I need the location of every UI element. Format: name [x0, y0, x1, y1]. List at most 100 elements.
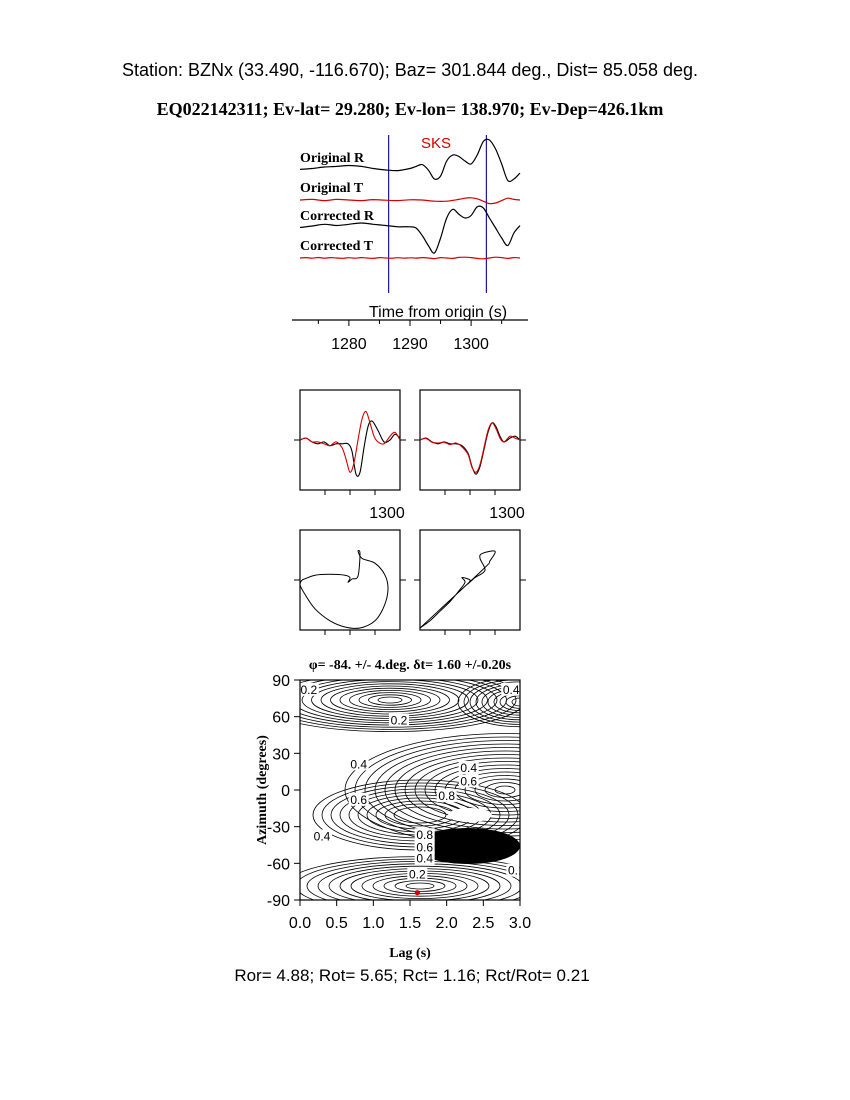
overlay-corrected-box: 1300 [419, 389, 525, 522]
contour-line [339, 687, 441, 713]
contour-line [493, 690, 520, 714]
contour-label-bg [506, 863, 520, 877]
contour-line [328, 865, 512, 900]
trace-original-t [299, 197, 521, 205]
azimuth-tick-label: -60 [267, 856, 290, 873]
lag-tick-label: 2.0 [436, 915, 458, 932]
particle-motion-original-path [299, 550, 389, 629]
label-corrected-t: Corrected T [300, 239, 374, 254]
contour-line [404, 754, 520, 826]
contour-label-bg [389, 713, 409, 727]
azimuth-tick-label: 30 [272, 746, 290, 763]
contour-label-bg [348, 757, 369, 771]
contour-label-bg [348, 792, 369, 806]
contour-label-bg [458, 761, 479, 774]
contour-line [393, 806, 447, 824]
waveform-panel: SKS Original R Original T Corrected R Co… [292, 135, 528, 353]
azimuth-tick-label: -30 [267, 820, 290, 837]
grid-search-panel: φ= -84. +/- 4.deg. δt= 1.60 +/-0.20s 0.2… [255, 658, 531, 961]
contour-line [484, 782, 520, 798]
contour-label-bg [407, 867, 428, 881]
contour-label-bg [458, 774, 479, 788]
particle-motion-corrected-path [419, 550, 496, 629]
contour-island [448, 808, 492, 822]
contour-field: 0.20.20.40.4 0.40.60.6 0.80.4 0.80.60.40.2 0… [300, 680, 525, 900]
best-fit-marker [414, 890, 420, 896]
overlay-corrected-transverse [419, 422, 521, 473]
lag-tick-label: 1.5 [399, 915, 421, 932]
high-misfit-region [416, 828, 520, 864]
contour-line [487, 688, 520, 716]
contour-line [394, 880, 446, 892]
particle-motion-corrected-box [419, 529, 521, 631]
contour-line [300, 680, 520, 732]
grid-search-title: φ= -84. +/- 4.deg. δt= 1.60 +/-0.20s [309, 658, 512, 673]
overlay-original-box: 1300 [299, 389, 405, 522]
overlay-original-frame [299, 389, 401, 491]
time-tick-label: 1300 [453, 336, 489, 353]
label-corrected-r: Corrected R [300, 209, 375, 224]
lag-axis-label: Lag (s) [389, 946, 431, 961]
contour-line [474, 778, 520, 802]
contour-line [511, 697, 520, 707]
azimuth-tick-label: 60 [272, 710, 290, 727]
contour-label: 0.4 [460, 761, 477, 775]
lag-tick-label: 1.0 [362, 915, 384, 932]
ratios-summary: Ror= 4.88; Rot= 5.65; Rct= 1.16; Rct/Rot… [234, 966, 589, 985]
contour-label: 0.2 [409, 867, 426, 881]
station-info: Station: BZNx (33.490, -116.670); Baz= 3… [122, 60, 698, 80]
particle-motion-original-box [299, 529, 401, 631]
contour-label: 0.6 [416, 840, 433, 854]
azimuth-tick-label: -90 [267, 893, 290, 910]
contour-line [481, 686, 520, 718]
contour-label-bg [501, 682, 520, 696]
contour-line [457, 680, 520, 728]
contour-label-bg [300, 682, 319, 696]
contour-line [424, 761, 520, 819]
contour-line [463, 680, 520, 725]
overlay-corrected-frame [419, 389, 521, 491]
contour-line [505, 695, 520, 709]
contour-label: 0.1 [508, 864, 525, 878]
lag-tick-label: 0.0 [289, 915, 311, 932]
contour-label: 0.8 [416, 828, 433, 842]
contour-line [499, 693, 520, 711]
azimuth-tick-label: 0 [281, 783, 290, 800]
label-original-t: Original T [300, 181, 364, 196]
contour-label: 0.2 [300, 683, 317, 697]
contour-label-bg [312, 829, 332, 843]
contour-line [434, 764, 520, 816]
trace-corrected-r [299, 205, 521, 254]
lag-tick-label: 3.0 [509, 915, 531, 932]
azimuth-axis-label: Azimuth (degrees) [255, 735, 270, 845]
contour-label-bg [414, 851, 435, 865]
contour-line [377, 696, 403, 704]
azimuth-tick-label: 90 [272, 673, 290, 690]
contour-line [358, 692, 422, 708]
lag-tick-label: 0.5 [326, 915, 348, 932]
contour-label: 0.6 [350, 793, 367, 807]
contour-label: 0.4 [350, 757, 367, 771]
label-original-r: Original R [300, 151, 365, 166]
time-tick-label: 1290 [392, 336, 428, 353]
contour-label-bg [414, 828, 435, 842]
grid-search-axes: 0.0 0.5 1.0 1.5 2.0 2.5 3.0 90 60 30 0 -30 -60 -90 [267, 673, 531, 932]
contour-line [414, 757, 520, 823]
particle-motion-original-frame [299, 529, 401, 631]
contour-label: 0.4 [314, 829, 331, 843]
contour-label: 0.6 [460, 774, 477, 788]
contour-label: 0.8 [438, 789, 455, 803]
overlay-corrected-tick-label: 1300 [489, 505, 525, 522]
overlay-corrected-radial [419, 422, 521, 475]
contour-label-bg [436, 789, 457, 803]
lag-tick-label: 2.5 [472, 915, 494, 932]
particle-motion-corrected-frame [419, 529, 521, 631]
phase-label-sks: SKS [421, 135, 451, 152]
contour-line [300, 680, 517, 730]
time-axis-ticks: 1280 1290 1300 [317, 320, 503, 353]
contour-line [368, 694, 412, 706]
contour-label-bg [414, 840, 435, 854]
contour-line [475, 683, 520, 721]
contour-line [469, 681, 520, 723]
